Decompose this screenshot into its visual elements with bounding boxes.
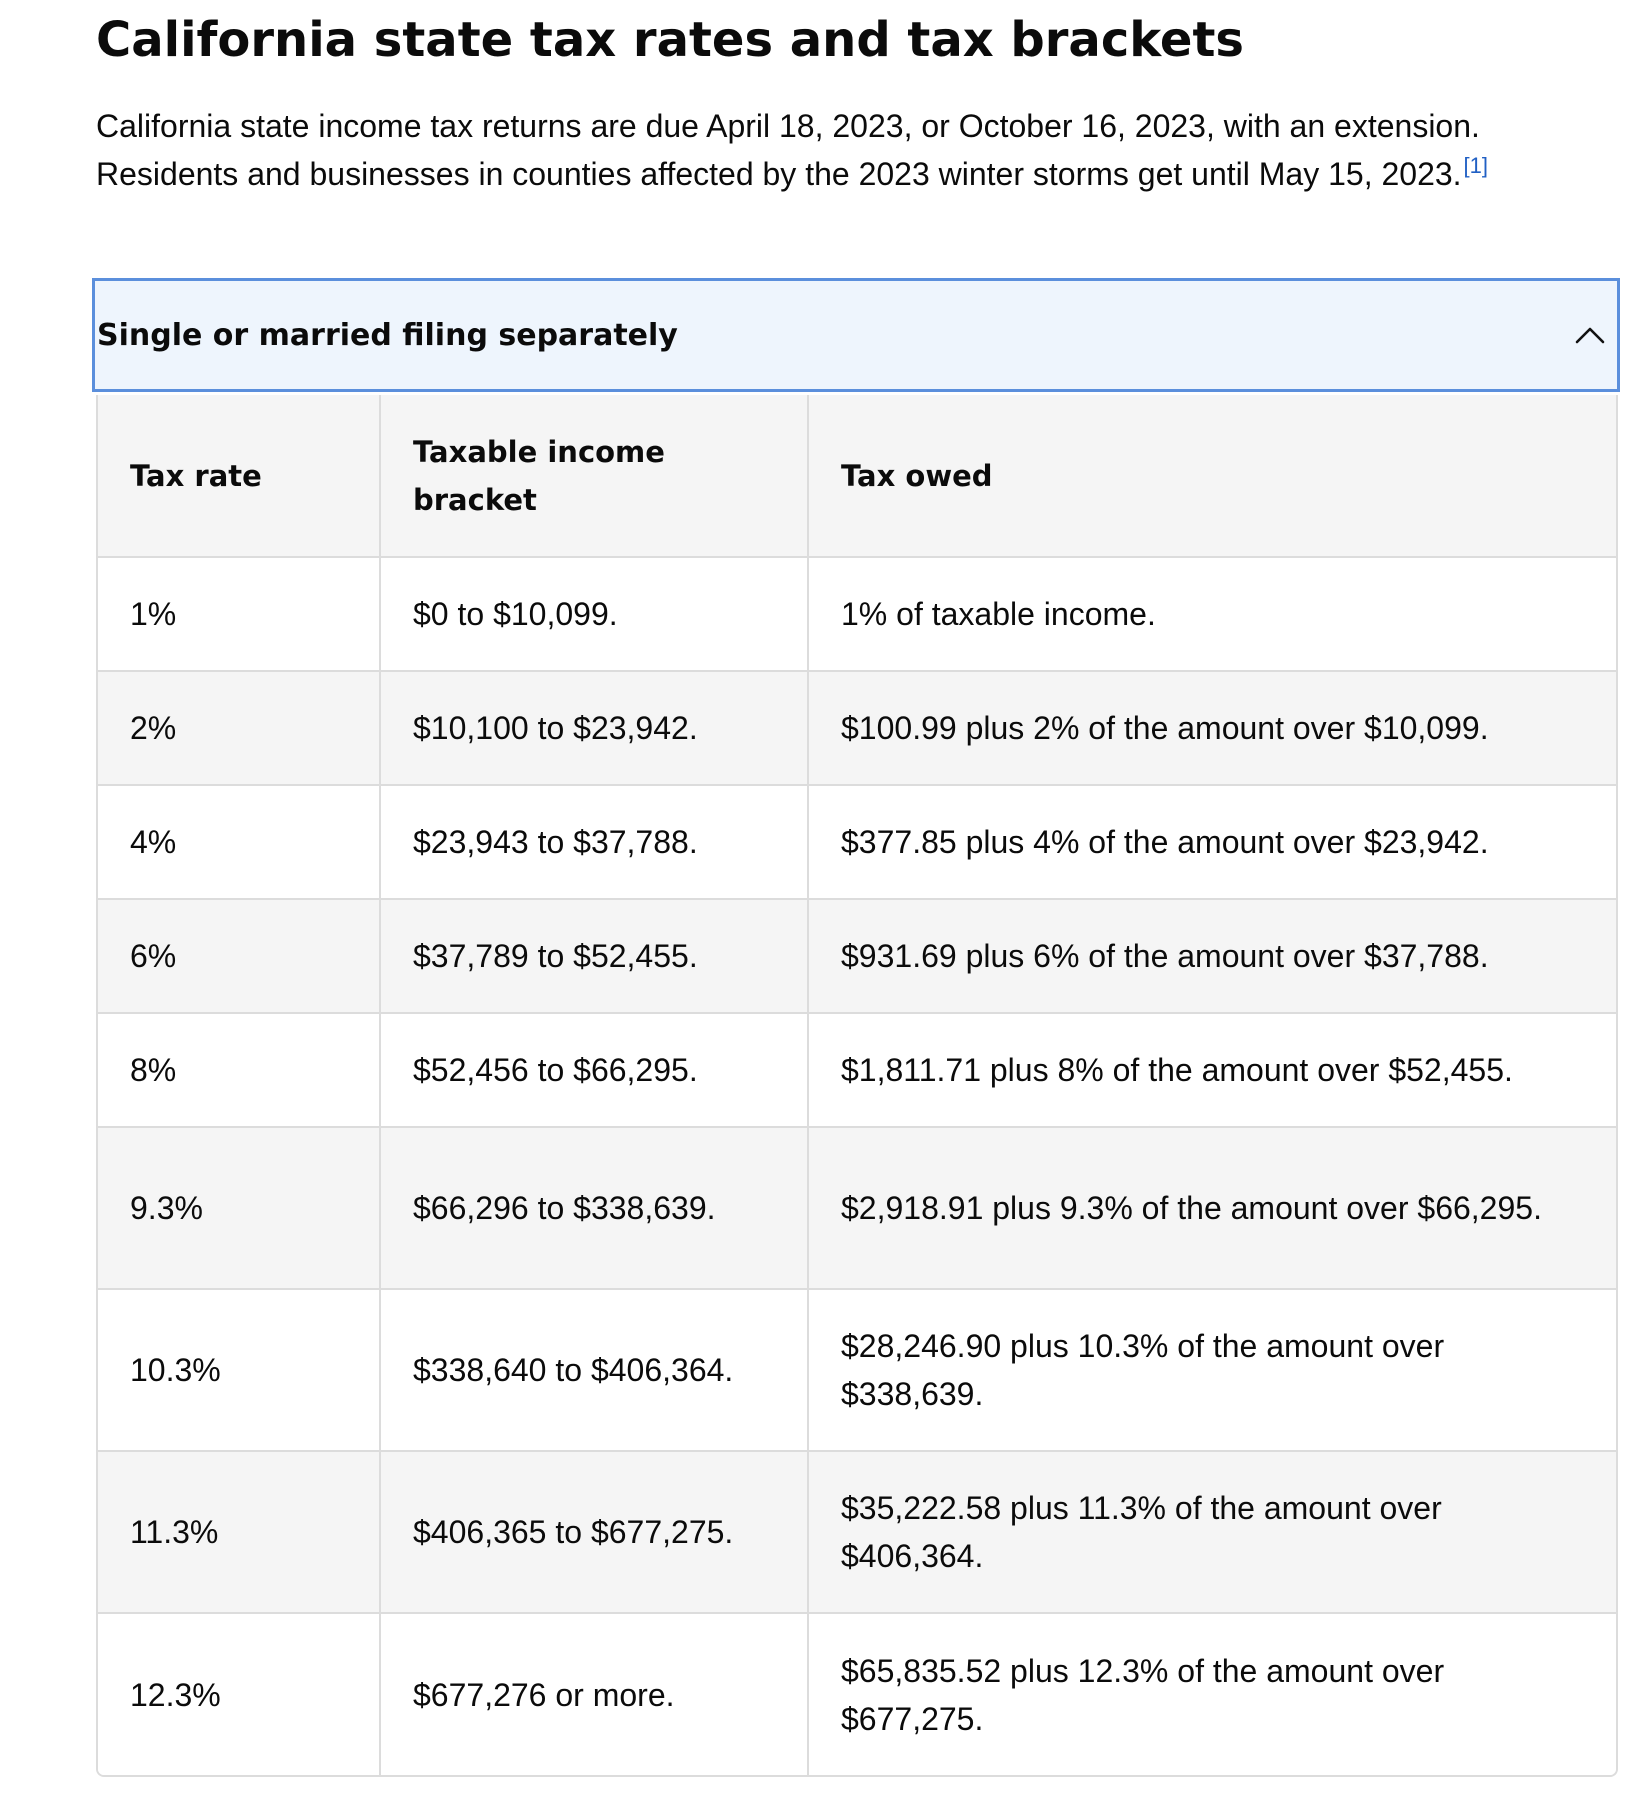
cell-owed: $377.85 plus 4% of the amount over $23,9… [808, 785, 1616, 900]
cell-bracket: $52,456 to $66,295. [380, 1013, 809, 1128]
table-row: 2% $10,100 to $23,942. $100.99 plus 2% o… [98, 671, 1616, 786]
cell-rate: 10.3% [98, 1289, 381, 1452]
cell-owed: $931.69 plus 6% of the amount over $37,7… [808, 899, 1616, 1014]
table-header-row: Tax rate Taxable income bracket Tax owed [98, 395, 1616, 558]
cell-rate: 8% [98, 1013, 381, 1128]
cell-bracket: $677,276 or more. [380, 1613, 809, 1775]
cell-bracket: $66,296 to $338,639. [380, 1127, 809, 1290]
cell-owed: $2,918.91 plus 9.3% of the amount over $… [808, 1127, 1616, 1290]
tax-bracket-table: Tax rate Taxable income bracket Tax owed… [98, 395, 1616, 1775]
table-row: 1% $0 to $10,099. 1% of taxable income. [98, 557, 1616, 672]
tax-bracket-table-container: Tax rate Taxable income bracket Tax owed… [96, 395, 1618, 1777]
page-title: California state tax rates and tax brack… [96, 12, 1244, 68]
cell-owed: $100.99 plus 2% of the amount over $10,0… [808, 671, 1616, 786]
cell-rate: 2% [98, 671, 381, 786]
cell-rate: 12.3% [98, 1613, 381, 1775]
cell-owed: $1,811.71 plus 8% of the amount over $52… [808, 1013, 1616, 1128]
header-taxable-income-bracket: Taxable income bracket [380, 395, 809, 558]
table-row: 10.3% $338,640 to $406,364. $28,246.90 p… [98, 1289, 1616, 1452]
cell-bracket: $23,943 to $37,788. [380, 785, 809, 900]
cell-rate: 6% [98, 899, 381, 1014]
cell-rate: 4% [98, 785, 381, 900]
cell-bracket: $0 to $10,099. [380, 557, 809, 672]
table-row: 8% $52,456 to $66,295. $1,811.71 plus 8%… [98, 1013, 1616, 1128]
chevron-up-icon[interactable] [1573, 318, 1607, 352]
header-tax-rate: Tax rate [98, 395, 381, 558]
table-row: 4% $23,943 to $37,788. $377.85 plus 4% o… [98, 785, 1616, 900]
intro-paragraph: California state income tax returns are … [96, 102, 1596, 198]
footnote-link[interactable]: [1] [1463, 153, 1489, 179]
table-row: 12.3% $677,276 or more. $65,835.52 plus … [98, 1613, 1616, 1775]
cell-bracket: $338,640 to $406,364. [380, 1289, 809, 1452]
cell-bracket: $10,100 to $23,942. [380, 671, 809, 786]
cell-rate: 9.3% [98, 1127, 381, 1290]
accordion-title: Single or married filing separately [97, 317, 678, 353]
cell-rate: 11.3% [98, 1451, 381, 1614]
accordion-header-single[interactable]: Single or married filing separately [92, 278, 1620, 392]
cell-owed: $65,835.52 plus 12.3% of the amount over… [808, 1613, 1616, 1775]
cell-bracket: $406,365 to $677,275. [380, 1451, 809, 1614]
table-row: 9.3% $66,296 to $338,639. $2,918.91 plus… [98, 1127, 1616, 1290]
cell-bracket: $37,789 to $52,455. [380, 899, 809, 1014]
cell-owed: $35,222.58 plus 11.3% of the amount over… [808, 1451, 1616, 1614]
cell-rate: 1% [98, 557, 381, 672]
page-content: California state tax rates and tax brack… [92, 0, 1626, 1777]
cell-owed: $28,246.90 plus 10.3% of the amount over… [808, 1289, 1616, 1452]
table-row: 11.3% $406,365 to $677,275. $35,222.58 p… [98, 1451, 1616, 1614]
cell-owed: 1% of taxable income. [808, 557, 1616, 672]
intro-text: California state income tax returns are … [96, 108, 1480, 192]
header-tax-owed: Tax owed [808, 395, 1616, 558]
table-row: 6% $37,789 to $52,455. $931.69 plus 6% o… [98, 899, 1616, 1014]
